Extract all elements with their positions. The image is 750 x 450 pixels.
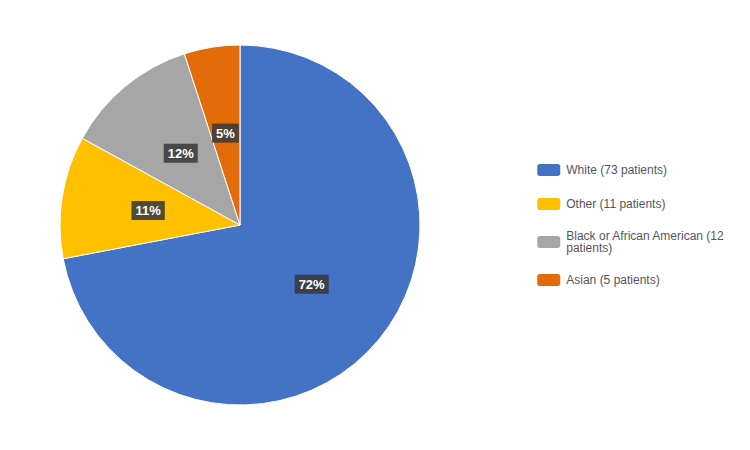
svg-text:patients): patients) bbox=[566, 241, 612, 255]
svg-text:5%: 5% bbox=[216, 126, 235, 141]
svg-text:12%: 12% bbox=[168, 146, 194, 161]
svg-text:Black or African American (12: Black or African American (12 bbox=[566, 229, 724, 243]
svg-text:White (73 patients): White (73 patients) bbox=[566, 163, 667, 177]
svg-text:11%: 11% bbox=[135, 203, 161, 218]
svg-text:Other (11 patients): Other (11 patients) bbox=[566, 197, 665, 211]
svg-text:72%: 72% bbox=[299, 277, 325, 292]
svg-text:Asian (5 patients): Asian (5 patients) bbox=[566, 273, 659, 287]
